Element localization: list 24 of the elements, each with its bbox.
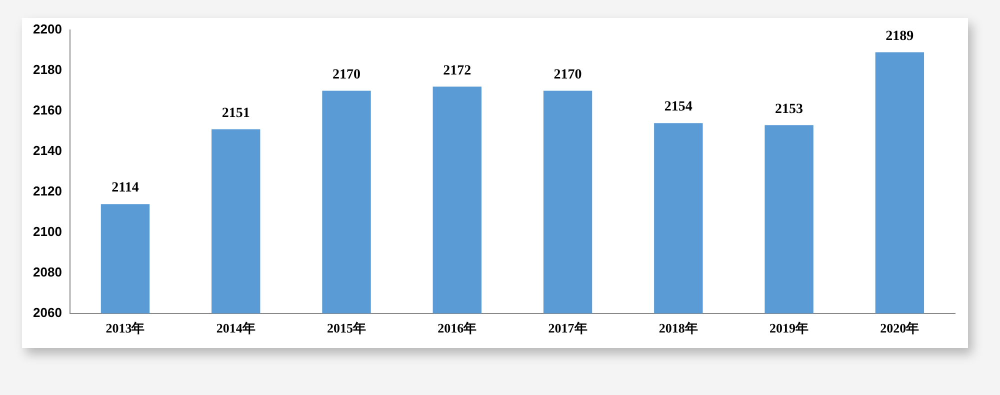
data-label: 2151 [222, 106, 250, 121]
x-tick-label: 2019年 [770, 320, 809, 336]
y-tick-label: 2100 [33, 224, 62, 240]
data-label: 2114 [112, 180, 139, 196]
y-tick-label: 2140 [33, 143, 62, 158]
data-label: 2172 [443, 63, 472, 78]
data-label: 2170 [554, 67, 582, 82]
y-tick-label: 2060 [33, 304, 62, 320]
data-label: 2154 [664, 100, 692, 115]
x-tick-label: 2018年 [658, 320, 698, 336]
data-label: 2153 [775, 102, 804, 117]
data-label: 2170 [332, 67, 361, 82]
x-tick-label: 2015年 [327, 320, 366, 336]
y-tick-label: 2200 [33, 22, 62, 37]
x-tick-label: 2017年 [548, 320, 588, 336]
x-tick-label: 2020年 [880, 320, 920, 336]
y-tick-label: 2120 [33, 184, 62, 199]
y-tick-label: 2180 [33, 62, 62, 78]
y-tick-label: 2160 [33, 102, 62, 118]
data-label: 2189 [886, 28, 914, 44]
x-tick-label: 2016年 [438, 320, 477, 336]
y-tick-label: 2080 [33, 264, 62, 280]
x-tick-label: 2014年 [216, 320, 256, 336]
x-tick-label: 2013年 [106, 320, 145, 336]
